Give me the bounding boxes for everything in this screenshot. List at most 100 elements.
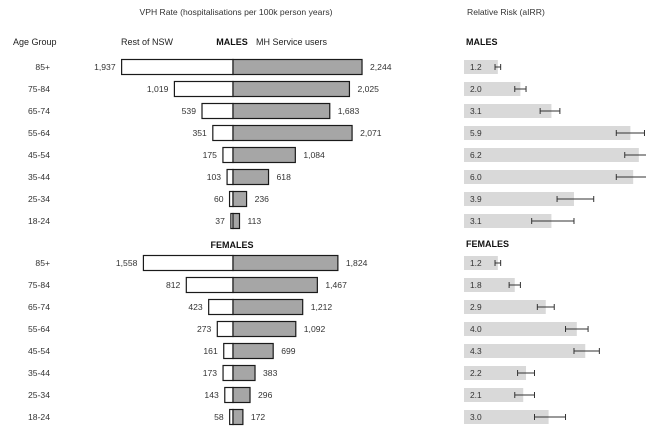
rest-of-nsw-header: Rest of NSW [121,37,174,47]
males-age-label: 75-84 [28,84,50,94]
males-age-label: 85+ [35,62,50,72]
females-mh-service-value: 296 [258,390,273,400]
females-rr-bar [464,300,546,314]
mh-service-users-header: MH Service users [256,37,328,47]
females-age-label: 45-54 [28,346,50,356]
males-rr-bar [464,170,634,184]
females-rr-bar [464,366,527,380]
males-rr-value: 2.0 [470,84,482,94]
females-rest-of-nsw-value: 161 [203,346,218,356]
males-rr-value: 5.9 [470,128,482,138]
females-rest-of-nsw-bar [142,254,234,272]
males-mh-service-bar [232,124,353,142]
males-mh-service-value: 113 [247,216,261,226]
females-age-label: 35-44 [28,368,50,378]
females-mh-service-value: 1,824 [346,258,368,268]
males-age-label: 18-24 [28,216,50,226]
males-age-label: 35-44 [28,172,50,182]
males-rr-bar [464,126,631,140]
males-mh-service-value: 1,683 [338,106,360,116]
males-mh-service-bar [232,146,296,164]
males-rr-bar [464,82,521,96]
females-rest-of-nsw-bar [223,342,234,360]
females-age-label: 18-24 [28,412,50,422]
females-mh-service-bar [232,386,251,404]
males-age-label: 55-64 [28,128,50,138]
females-rest-of-nsw-value: 173 [203,368,218,378]
females-mh-service-bar [232,408,244,426]
females-rest-of-nsw-value: 143 [204,390,219,400]
males-mh-service-value: 2,025 [357,84,379,94]
females-rr-value: 1.2 [470,258,482,268]
females-mh-service-value: 172 [251,412,266,422]
males-mh-service-bar [232,58,363,76]
females-rest-of-nsw-value: 812 [166,280,181,290]
males-rr-value: 6.2 [470,150,482,160]
males-age-label: 65-74 [28,106,50,116]
males-rest-of-nsw-bar [226,168,234,186]
males-rest-of-nsw-value: 175 [203,150,218,160]
males-rr-value: 3.9 [470,194,482,204]
males-rest-of-nsw-value: 60 [214,194,224,204]
rr-females-panel-label: FEMALES [466,239,509,249]
females-mh-service-value: 383 [263,368,278,378]
females-rr-bar [464,278,515,292]
females-mh-service-bar [232,276,318,294]
males-panel-label: MALES [216,37,248,47]
chart-marks: 85+ 1,937 2,244 1.2 75-84 1,019 2,025 2.0 65-74 5… [28,58,646,426]
females-rest-of-nsw-bar [224,386,234,404]
females-age-label: 85+ [35,258,50,268]
males-mh-service-value: 2,244 [370,62,392,72]
females-panel-label: FEMALES [210,240,253,250]
males-mh-service-value: 618 [277,172,292,182]
males-rest-of-nsw-bar [121,58,234,76]
males-rest-of-nsw-bar [173,80,234,98]
males-rr-bar [464,214,552,228]
males-rest-of-nsw-value: 539 [182,106,197,116]
females-mh-service-value: 1,092 [304,324,326,334]
females-rr-value: 3.0 [470,412,482,422]
males-rr-bar [464,104,552,118]
females-rest-of-nsw-value: 423 [188,302,203,312]
females-rr-value: 2.2 [470,368,482,378]
females-rest-of-nsw-value: 58 [214,412,224,422]
males-mh-service-bar [232,190,248,208]
females-rest-of-nsw-bar [216,320,234,338]
rr-males-panel-label: MALES [466,37,498,47]
females-rr-value: 1.8 [470,280,482,290]
females-mh-service-bar [232,320,297,338]
males-rr-bar [464,192,574,206]
males-mh-service-value: 1,084 [303,150,325,160]
relative-risk-title: Relative Risk (aIRR) [467,7,545,17]
females-rest-of-nsw-bar [208,298,234,316]
males-mh-service-value: 236 [255,194,270,204]
females-mh-service-value: 699 [281,346,296,356]
males-rest-of-nsw-bar [222,146,234,164]
females-rr-bar [464,322,577,336]
males-rest-of-nsw-value: 1,937 [94,62,116,72]
males-rr-value: 3.1 [470,216,482,226]
females-mh-service-bar [232,342,274,360]
females-mh-service-value: 1,467 [325,280,347,290]
males-rest-of-nsw-bar [201,102,234,120]
males-age-label: 25-34 [28,194,50,204]
males-rr-bar [464,60,498,74]
males-rr-value: 3.1 [470,106,482,116]
females-rr-value: 4.3 [470,346,482,356]
males-age-label: 45-54 [28,150,50,160]
females-rr-bar [464,388,524,402]
females-mh-service-value: 1,212 [311,302,333,312]
females-rest-of-nsw-bar [185,276,234,294]
males-rest-of-nsw-value: 37 [215,216,225,226]
females-rest-of-nsw-bar [222,364,234,382]
females-rr-bar [464,344,586,358]
females-rr-bar [464,256,498,270]
females-mh-service-bar [232,364,256,382]
females-age-label: 25-34 [28,390,50,400]
males-rr-value: 6.0 [470,172,482,182]
females-rr-value: 2.9 [470,302,482,312]
females-rr-value: 4.0 [470,324,482,334]
females-rest-of-nsw-value: 1,558 [116,258,138,268]
vph-rate-title: VPH Rate (hospitalisations per 100k pers… [140,7,333,17]
